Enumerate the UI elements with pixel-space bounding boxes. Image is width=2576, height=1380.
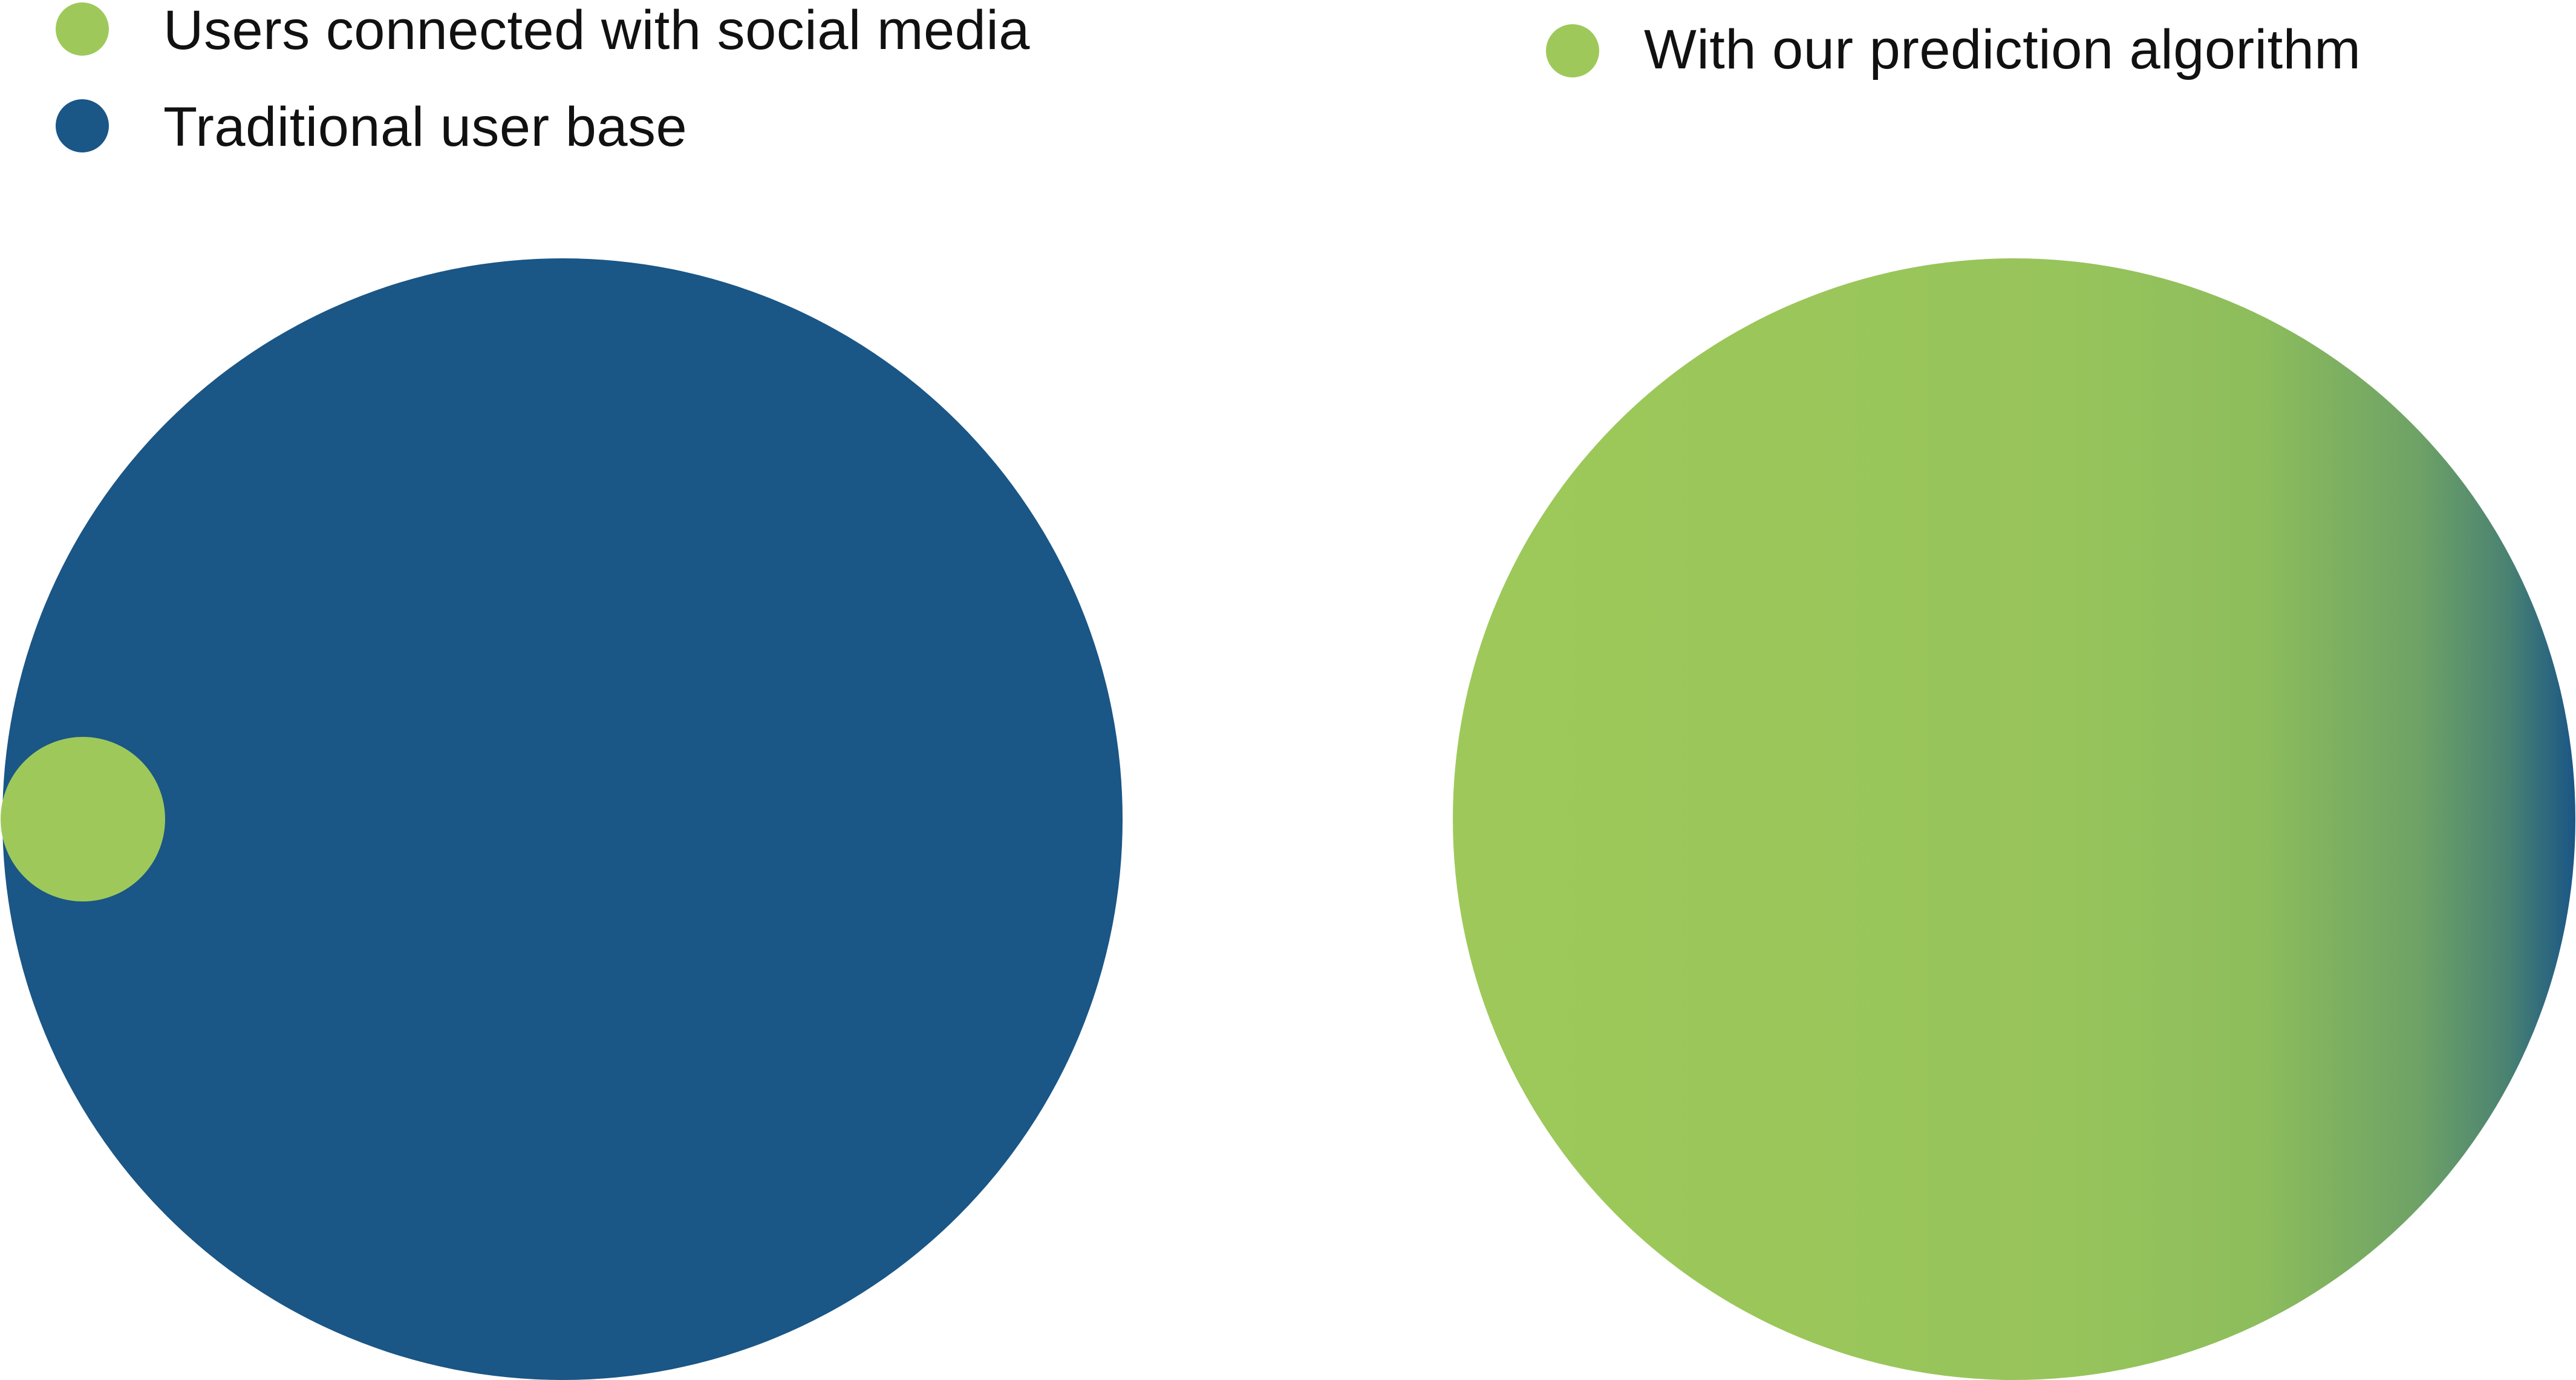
traditional-users-legend-label: Traditional user base xyxy=(163,96,688,158)
prediction-algorithm-circle xyxy=(1453,258,2575,1380)
traditional-users-legend-dot xyxy=(56,99,109,152)
prediction-algorithm-legend-dot xyxy=(1546,24,1599,77)
social-media-users-circle xyxy=(1,737,165,901)
traditional-user-base-circle xyxy=(2,258,1123,1380)
social-media-legend-label: Users connected with social media xyxy=(163,0,1030,61)
social-media-legend-dot xyxy=(56,2,109,56)
prediction-algorithm-legend-label: With our prediction algorithm xyxy=(1644,19,2361,80)
